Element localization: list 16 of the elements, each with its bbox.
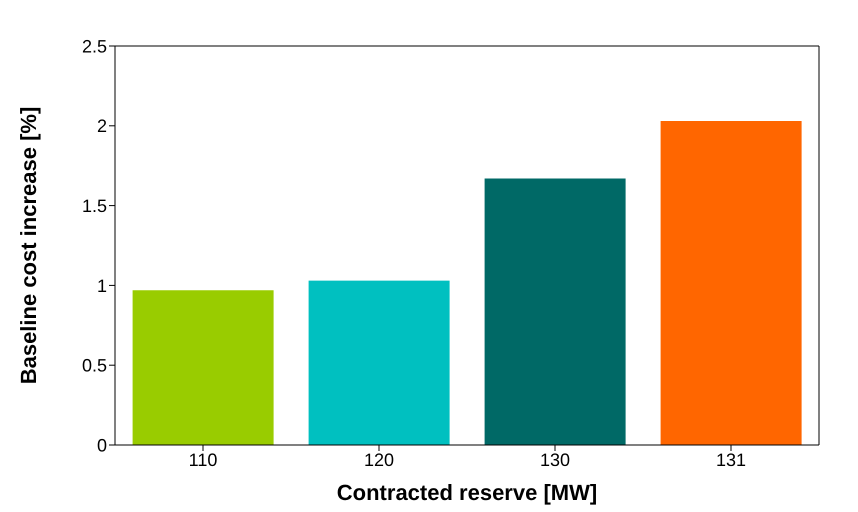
bar [308,280,450,445]
x-axis-title: Contracted reserve [MW] [336,480,598,505]
y-tick-label: 2 [96,116,107,136]
y-axis-title: Baseline cost increase [%] [16,106,41,384]
bar [660,121,802,445]
x-tick-label: 120 [364,450,394,470]
x-tick-label: 131 [716,450,746,470]
y-tick-label: 0.5 [82,356,107,376]
y-tick-label: 1.5 [82,196,107,216]
y-tick-label: 0 [96,435,107,456]
bar [132,290,274,445]
bar [484,178,626,445]
y-tick-label: 1 [96,276,107,296]
x-tick-label: 130 [540,450,570,470]
x-tick-label: 110 [188,450,218,470]
y-tick-label: 2.5 [82,36,107,56]
